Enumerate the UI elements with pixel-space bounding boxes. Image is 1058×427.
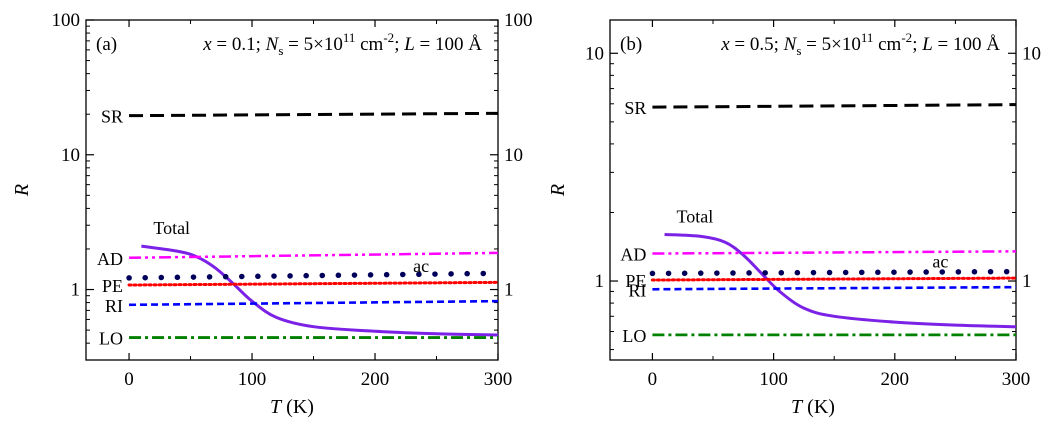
param-n-value: 5×10	[822, 34, 861, 55]
y-tick-label-right: 10	[504, 145, 523, 166]
y-axis-label: R	[547, 184, 569, 197]
x-tick-label: 100	[238, 369, 267, 390]
y-tick-label-right: 1	[1022, 271, 1032, 292]
y-tick-label: 10	[61, 145, 80, 166]
series-label-lo: LO	[622, 326, 646, 346]
y-tick-label: 1	[595, 271, 605, 292]
param-sep: =	[933, 34, 953, 55]
panel-label: (a)	[96, 34, 117, 55]
param-sep: =	[283, 34, 303, 55]
param-sep: =	[415, 34, 435, 55]
param-n-unit: cm	[360, 34, 383, 55]
param-n-exponent: 11	[343, 30, 356, 45]
x-axis-label: T (K)	[791, 396, 835, 418]
series-line-ad	[129, 251, 499, 260]
x-tick-label: 200	[881, 369, 910, 390]
param-n-value: 5×10	[304, 34, 343, 55]
param-l-symbol: L	[921, 34, 933, 55]
series-line-total	[664, 233, 1017, 329]
series-label-sr: SR	[624, 98, 646, 118]
param-n-unit-exponent: -2	[383, 30, 394, 45]
param-sep: =	[801, 34, 821, 55]
param-n-unit: cm	[878, 34, 901, 55]
param-sep: =	[730, 34, 750, 55]
y-tick-label: 10	[585, 43, 604, 64]
param-sep: ;	[394, 34, 404, 55]
y-tick-label: 100	[52, 10, 81, 31]
y-tick-label-right: 10	[1022, 43, 1041, 64]
param-l-symbol: L	[403, 34, 415, 55]
x-axis-unit: (K)	[281, 396, 314, 418]
plot-frame	[609, 19, 1017, 361]
series-line-pe	[127, 280, 500, 287]
series-line-ac	[649, 268, 1019, 277]
series-label-total: Total	[153, 218, 190, 238]
y-tick-label-right: 100	[504, 10, 533, 31]
series-label-ri: RI	[105, 296, 123, 316]
param-x-symbol: x	[720, 34, 730, 55]
param-n-unit-exponent: -2	[901, 30, 912, 45]
x-tick-label: 100	[759, 369, 788, 390]
param-n-subscript: s	[796, 43, 801, 58]
x-axis-symbol: T	[791, 396, 804, 418]
param-l-value: 100 Å	[953, 34, 1000, 55]
series-line-ad	[652, 250, 1017, 255]
series-line-total	[141, 244, 499, 337]
panel-label: (b)	[620, 34, 642, 55]
x-tick-label: 0	[124, 369, 134, 390]
x-tick-label: 200	[361, 369, 390, 390]
series-line-ri	[129, 299, 499, 307]
series-label-ad: AD	[620, 245, 646, 265]
x-axis-symbol: T	[270, 396, 283, 418]
series-label-total: Total	[677, 207, 714, 227]
series-label-pe: PE	[625, 271, 646, 291]
series-label-pe: PE	[102, 276, 123, 296]
series-label-ac: ac	[413, 256, 429, 276]
series-label-ac: ac	[932, 251, 948, 271]
param-n-exponent: 11	[861, 30, 874, 45]
series-line-ac	[126, 270, 501, 281]
series-label-ri: RI	[628, 280, 646, 300]
x-tick-label: 300	[1002, 369, 1031, 390]
x-tick-label: 0	[648, 369, 658, 390]
series-label-ad: AD	[97, 249, 123, 269]
series-label-sr: SR	[101, 107, 123, 127]
series-label-lo: LO	[99, 329, 123, 349]
plot-frame	[85, 19, 499, 361]
y-tick-label: 1	[71, 280, 81, 301]
y-axis-label: R	[11, 184, 33, 197]
param-sep: ;	[774, 34, 784, 55]
series-line-sr	[129, 111, 499, 118]
params-annotation: x = 0.5; Ns = 5×1011 cm-2; L = 100 Å	[720, 30, 1000, 58]
param-sep: ;	[256, 34, 266, 55]
param-x-symbol: x	[202, 34, 212, 55]
x-axis-label: T (K)	[270, 396, 314, 418]
params-annotation: x = 0.1; Ns = 5×1011 cm-2; L = 100 Å	[202, 30, 482, 58]
param-n-symbol: N	[783, 34, 798, 55]
param-sep: ;	[912, 34, 922, 55]
series-line-sr	[652, 103, 1017, 109]
param-x-value: 0.1	[232, 34, 256, 55]
param-l-value: 100 Å	[435, 34, 482, 55]
series-line-ri	[652, 285, 1017, 291]
y-tick-label-right: 1	[504, 280, 514, 301]
param-n-subscript: s	[278, 43, 283, 58]
x-axis-unit: (K)	[802, 396, 835, 418]
param-n-symbol: N	[265, 34, 280, 55]
param-x-value: 0.5	[750, 34, 774, 55]
param-sep: =	[212, 34, 232, 55]
series-line-pe	[650, 276, 1018, 282]
x-tick-label: 300	[484, 369, 513, 390]
